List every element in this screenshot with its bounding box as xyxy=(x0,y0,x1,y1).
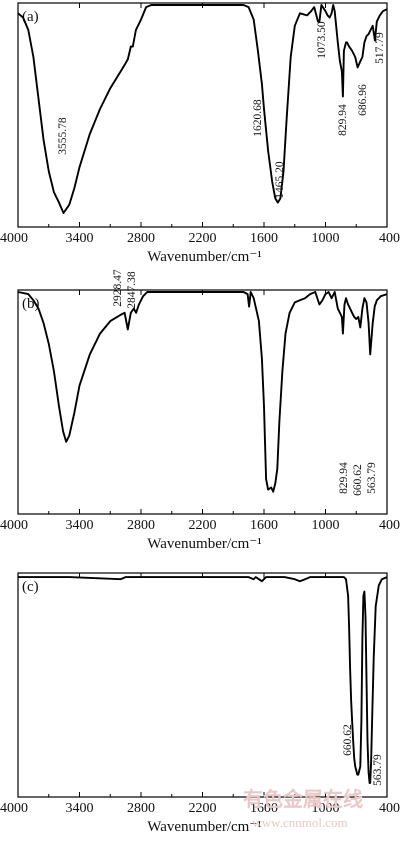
peak-label: 829.94 xyxy=(337,104,349,136)
peak-label: 563.79 xyxy=(372,754,384,786)
x-tick-label: 1600 xyxy=(250,801,278,816)
x-tick-label: 400 xyxy=(379,231,400,246)
x-tick-label: 4000 xyxy=(0,801,28,816)
peak-label: 2847.38 xyxy=(126,271,138,309)
plot-frame xyxy=(17,572,388,798)
peak-label: 829.94 xyxy=(338,462,350,494)
spectrum-line-1 xyxy=(18,576,388,784)
x-tick-label: 400 xyxy=(379,518,400,533)
x-tick-label: 2200 xyxy=(189,801,217,816)
x-tick-label: 2800 xyxy=(127,801,155,816)
x-tick-label: 2200 xyxy=(189,231,217,246)
panel-label: (c) xyxy=(22,579,39,595)
peak-label: 3555.78 xyxy=(57,117,69,155)
peak-label: 1073.50 xyxy=(316,21,328,59)
peak-label: 517.79 xyxy=(374,32,386,64)
watermark: 有色金属在线 www.cnnmol.com xyxy=(243,787,363,830)
panel-label: (a) xyxy=(22,9,39,25)
x-tick-label: 3400 xyxy=(66,231,94,246)
x-tick-label: 3400 xyxy=(66,801,94,816)
x-tick-label: 2800 xyxy=(127,231,155,246)
x-axis-label: Wavenumber/cm⁻¹ xyxy=(147,819,262,835)
peak-label: 1620.68 xyxy=(252,99,264,137)
panel-label: (b) xyxy=(22,296,40,312)
x-tick-label: 4000 xyxy=(0,231,28,246)
x-tick-label: 1600 xyxy=(250,518,278,533)
watermark-url: www.cnnmol.com xyxy=(252,815,347,830)
x-tick-label: 400 xyxy=(379,801,400,816)
x-tick-label: 2800 xyxy=(127,518,155,533)
peak-label: 1465.20 xyxy=(274,161,286,199)
chart-panel-1: 4000 3400 2800 2200 1600 1000 400 Wavenumber/cm… xyxy=(0,2,400,265)
spectrum-line-1 xyxy=(17,4,388,214)
x-tick-label: 2200 xyxy=(189,518,217,533)
peak-label: 660.62 xyxy=(352,464,364,496)
plot-frame xyxy=(17,289,388,515)
x-tick-label: 1000 xyxy=(312,518,340,533)
watermark-cn: 有色金属在线 xyxy=(243,787,363,811)
x-tick-label: 1000 xyxy=(312,801,340,816)
peak-label: 660.62 xyxy=(342,724,354,756)
x-tick-label: 4000 xyxy=(0,518,28,533)
x-axis-label: Wavenumber/cm⁻¹ xyxy=(147,249,262,265)
x-tick-label: 1600 xyxy=(250,231,278,246)
x-axis-label: Wavenumber/cm⁻¹ xyxy=(147,536,262,552)
chart-panel-2: 4000 3400 2800 2200 1600 1000 400 Wavenumber/cm… xyxy=(0,269,400,552)
x-tick-label: 3400 xyxy=(66,518,94,533)
peak-label: 563.79 xyxy=(366,462,378,494)
peak-label: 686.96 xyxy=(357,84,369,116)
peak-label: 2928.47 xyxy=(112,269,124,307)
spectrum-line-1 xyxy=(17,291,388,493)
x-tick-label: 1000 xyxy=(312,231,340,246)
chart-panel-3: 4000 3400 2800 2200 1600 1000 400 Wavenumber/cm… xyxy=(0,572,400,835)
